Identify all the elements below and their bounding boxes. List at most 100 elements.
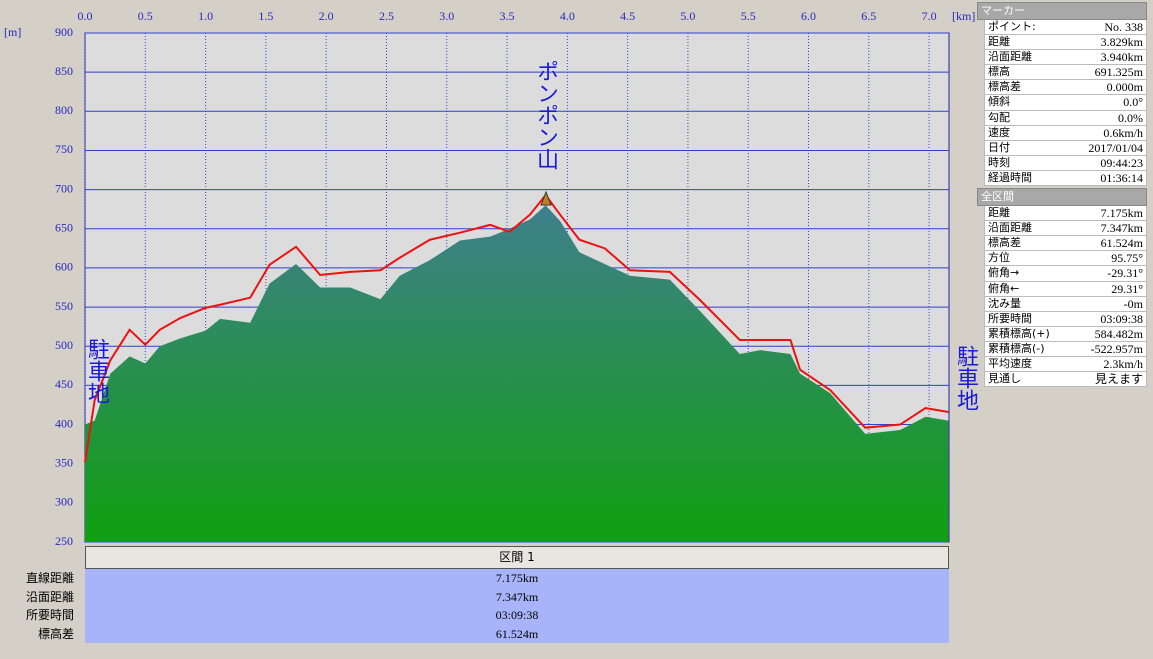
segment-row: 所要時間 03:09:38 xyxy=(0,606,1153,624)
info-label: 標高差 xyxy=(988,236,1021,250)
info-value: 691.325m xyxy=(1094,65,1143,80)
info-label: 俯角→ xyxy=(988,266,1020,280)
segment-label: 直線距離 xyxy=(25,571,74,585)
track-line xyxy=(84,193,949,463)
x-tick-label: 3.0 xyxy=(439,9,454,23)
info-label: 勾配 xyxy=(988,110,1010,124)
y-tick-label: 650 xyxy=(55,221,73,235)
info-label: ポイント: xyxy=(988,20,1036,33)
info-row: 経過時間 01:36:14 xyxy=(984,170,1147,187)
info-row: 所要時間 03:09:38 xyxy=(984,311,1147,327)
info-row: 見通し 見えます xyxy=(984,372,1147,388)
segment-header: 区間 1 xyxy=(85,546,949,569)
info-value: 0.6km/h xyxy=(1103,125,1143,140)
y-tick-label: 500 xyxy=(55,338,73,352)
x-tick-label: 6.0 xyxy=(801,9,816,23)
y-tick-label: 900 xyxy=(55,25,73,39)
info-value: No. 338 xyxy=(1104,20,1143,34)
info-label: 距離 xyxy=(988,206,1010,220)
info-value: 03:09:38 xyxy=(1100,311,1143,326)
y-tick-label: 550 xyxy=(55,299,73,313)
segment-label: 所要時間 xyxy=(25,608,74,622)
info-row: 沿面距離 3.940km xyxy=(984,50,1147,66)
info-row: 累積標高(-) -522.957m xyxy=(984,341,1147,357)
x-tick-label: 1.0 xyxy=(198,9,213,23)
info-value: 3.829km xyxy=(1100,35,1143,50)
segment-label: 沿面距離 xyxy=(25,589,74,604)
annotation: 駐車地 xyxy=(84,338,109,404)
y-tick-label: 450 xyxy=(55,377,73,391)
info-value: 2017/01/04 xyxy=(1088,140,1143,155)
y-axis-label: [m] xyxy=(4,25,21,39)
y-tick-label: 800 xyxy=(55,103,73,117)
segment-value: 61.524m xyxy=(495,626,539,641)
x-axis-label: [km] xyxy=(952,9,975,23)
info-label: 累積標高(-) xyxy=(988,341,1045,355)
info-value: 3.940km xyxy=(1100,50,1143,65)
info-value: 584.482m xyxy=(1094,326,1143,341)
info-label: 俯角← xyxy=(988,281,1020,295)
info-label: 距離 xyxy=(988,35,1010,49)
info-row: 沿面距離 7.347km xyxy=(984,221,1147,237)
y-tick-label: 600 xyxy=(55,260,73,274)
segment-value: 03:09:38 xyxy=(495,608,539,622)
info-label: 標高差 xyxy=(988,80,1021,94)
y-tick-label: 300 xyxy=(55,495,73,509)
info-label: 見通し xyxy=(988,372,1021,386)
section-title: 全区間 xyxy=(977,188,1147,207)
info-value: -29.31° xyxy=(1107,266,1143,281)
segment-row: 沿面距離 7.347km xyxy=(0,588,1153,606)
info-value: 01:36:14 xyxy=(1100,170,1143,185)
x-tick-label: 1.5 xyxy=(258,9,273,23)
info-row: 速度 0.6km/h xyxy=(984,125,1147,141)
x-tick-label: 4.0 xyxy=(560,9,575,23)
info-value: 95.75° xyxy=(1111,251,1143,266)
info-row: 距離 7.175km xyxy=(984,206,1147,222)
segment-label: 標高差 xyxy=(37,626,74,641)
y-tick-label: 250 xyxy=(55,534,73,545)
x-tick-label: 7.0 xyxy=(922,9,937,23)
chart: [m] [km] 250 300 350 400 450 500 550 600 650 700 7… xyxy=(4,9,975,545)
info-row: 累積標高(+) 584.482m xyxy=(984,326,1147,342)
info-label: 所要時間 xyxy=(988,311,1032,325)
info-label: 速度 xyxy=(988,125,1010,139)
segment-body xyxy=(85,569,949,643)
info-value: 見えます xyxy=(1094,372,1143,387)
segment-row: 標高差 61.524m xyxy=(0,625,1153,643)
info-value: -522.957m xyxy=(1090,341,1143,356)
x-tick-label: 4.5 xyxy=(620,9,635,23)
info-label: 経過時間 xyxy=(988,170,1032,184)
x-tick-label: 5.0 xyxy=(680,9,695,23)
y-tick-label: 350 xyxy=(55,455,73,469)
info-value: 7.347km xyxy=(1100,221,1143,236)
info-value: 29.31° xyxy=(1111,281,1143,296)
x-tick-label: 2.0 xyxy=(319,9,334,23)
info-label: 沿面距離 xyxy=(988,221,1032,235)
info-row: 勾配 0.0% xyxy=(984,110,1147,126)
info-label: 標高 xyxy=(988,65,1010,79)
info-label: 日付 xyxy=(988,140,1010,154)
segment-row: 直線距離 7.175km xyxy=(0,569,1153,587)
info-row: 日付 2017/01/04 xyxy=(984,140,1147,156)
info-label: 沈み量 xyxy=(988,296,1021,310)
info-value: 7.175km xyxy=(1100,206,1143,221)
info-label: 方位 xyxy=(988,251,1010,265)
info-row: 標高 691.325m xyxy=(984,65,1147,81)
y-tick-label: 700 xyxy=(55,181,73,195)
info-row: 平均速度 2.3km/h xyxy=(984,356,1147,373)
info-row: 俯角→ -29.31° xyxy=(984,266,1147,282)
info-value: 0.000m xyxy=(1106,80,1143,95)
y-tick-label: 750 xyxy=(55,142,73,156)
marker-icon xyxy=(540,190,552,206)
section-title: マーカー xyxy=(977,2,1147,20)
info-row: 時刻 09:44:23 xyxy=(984,155,1147,171)
info-label: 傾斜 xyxy=(988,95,1010,109)
info-value: -0m xyxy=(1123,296,1143,311)
x-tick-label: 6.5 xyxy=(861,9,876,23)
info-value: 61.524m xyxy=(1100,236,1143,251)
info-row: 標高差 61.524m xyxy=(984,236,1147,252)
info-row: 俯角← 29.31° xyxy=(984,281,1147,297)
info-value: 09:44:23 xyxy=(1100,155,1143,170)
x-tick-label: 0.0 xyxy=(78,9,93,23)
